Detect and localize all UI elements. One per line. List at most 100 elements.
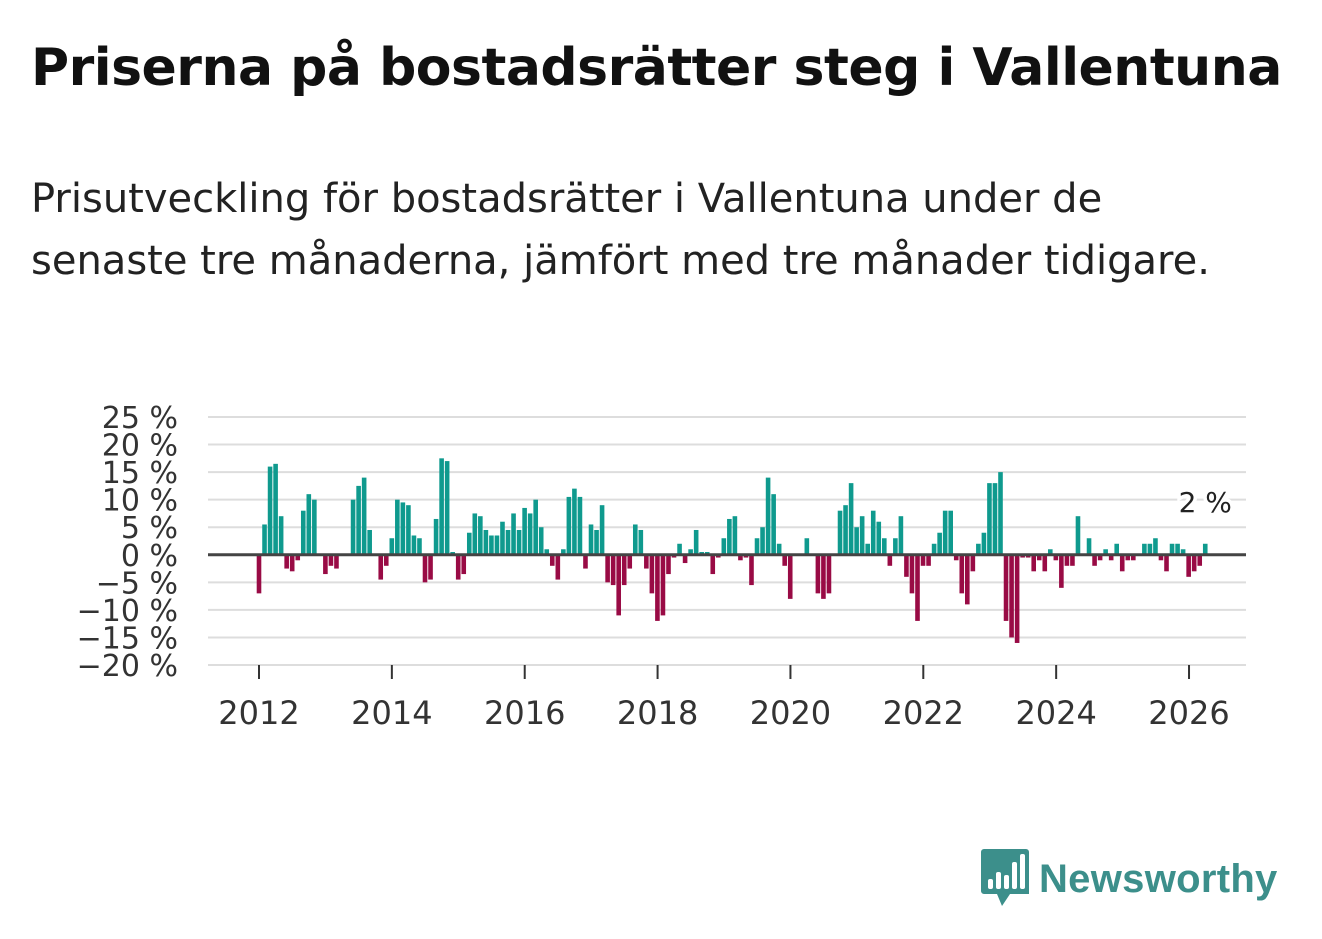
x-tick-label: 2018: [617, 694, 698, 732]
bar: [300, 510, 306, 555]
bar: [738, 554, 743, 561]
x-tick-label: 2012: [218, 694, 299, 732]
bar: [732, 516, 738, 555]
brand-name: Newsworthy: [1039, 856, 1278, 901]
y-tick-label: −20 %: [77, 649, 178, 684]
bar: [926, 554, 931, 566]
last-value-label: 2 %: [1179, 486, 1232, 519]
bar: [1175, 543, 1180, 555]
bar: [987, 483, 992, 555]
bar: [367, 529, 372, 555]
bars: [256, 458, 1208, 643]
bar: [461, 554, 467, 575]
bar: [273, 463, 278, 555]
bar: [527, 513, 533, 555]
bar: [1086, 538, 1092, 555]
x-axis: 2012 2014 2016 2018 2020 2022 2024 2026: [218, 665, 1230, 732]
y-tick-label: 5 %: [121, 511, 178, 546]
bar: [776, 543, 782, 555]
bar: [395, 499, 400, 555]
bar: [1164, 554, 1169, 572]
bar: [898, 516, 904, 555]
bar: [378, 554, 384, 580]
y-tick-label: 25 %: [102, 401, 178, 436]
bar: [666, 554, 671, 575]
y-tick-label: −10 %: [77, 594, 178, 629]
bar: [306, 494, 312, 555]
bar: [594, 529, 599, 555]
bar: [749, 554, 754, 586]
bar: [406, 505, 411, 555]
bar: [765, 477, 771, 555]
bar: [859, 516, 865, 555]
bar: [953, 554, 959, 561]
bar: [489, 535, 494, 555]
bar: [655, 554, 660, 621]
bar: [848, 483, 854, 555]
bar: [638, 529, 644, 555]
chart-title: Priserna på bostadsrätter steg i Vallent…: [31, 38, 1282, 98]
bar: [1125, 554, 1131, 561]
bar: [494, 535, 500, 555]
bar: [1009, 554, 1014, 638]
bar: [323, 554, 328, 575]
bar: [444, 461, 450, 555]
bar: [350, 499, 356, 555]
bar: [1053, 554, 1059, 561]
bar: [478, 516, 483, 555]
bar: [505, 529, 511, 555]
bar: [1169, 543, 1175, 555]
bar: [1103, 549, 1108, 555]
bar: [439, 458, 444, 555]
bar: [1142, 543, 1147, 555]
bar: [710, 554, 716, 575]
bar: [466, 532, 472, 555]
bar: [472, 513, 478, 555]
bar: [1202, 543, 1208, 555]
bar: [577, 496, 583, 555]
bar: [865, 543, 870, 555]
y-tick-label: 10 %: [102, 484, 178, 519]
bar: [411, 535, 417, 555]
bar: [882, 538, 887, 555]
bar: [627, 554, 633, 569]
bar: [433, 518, 439, 555]
bar: [1186, 554, 1191, 577]
bar: [854, 527, 859, 555]
bar: [500, 521, 505, 555]
bar: [533, 499, 538, 555]
bar: [605, 554, 610, 583]
bar: [682, 554, 688, 564]
bar: [942, 510, 948, 555]
bar: [1092, 554, 1097, 566]
bar: [970, 554, 976, 572]
bar: [483, 529, 489, 555]
bar: [721, 538, 727, 555]
bar: [516, 529, 522, 555]
bar: [561, 549, 566, 555]
x-tick-label: 2022: [883, 694, 964, 732]
bar: [1064, 554, 1070, 566]
bar: [1059, 554, 1064, 588]
bar: [1180, 549, 1186, 555]
bar: [422, 554, 428, 583]
bar: [804, 538, 810, 555]
bar: [389, 538, 395, 555]
bar: [1075, 516, 1081, 555]
bar: [267, 466, 273, 555]
bar: [417, 538, 422, 555]
chart-subtitle: Prisutveckling för bostadsrätter i Valle…: [31, 176, 1210, 284]
y-tick-label: 0 %: [121, 539, 178, 574]
brand-logo: Newsworthy: [980, 848, 1278, 910]
bar: [616, 554, 621, 616]
bar: [826, 554, 832, 594]
bar: [621, 554, 627, 586]
bar: [1147, 543, 1153, 555]
bar: [566, 496, 572, 555]
bar: [284, 554, 289, 569]
bar: [356, 485, 361, 555]
bar: [538, 527, 544, 555]
bar: [782, 554, 787, 566]
bar: [1036, 554, 1042, 561]
bar: [278, 516, 284, 555]
